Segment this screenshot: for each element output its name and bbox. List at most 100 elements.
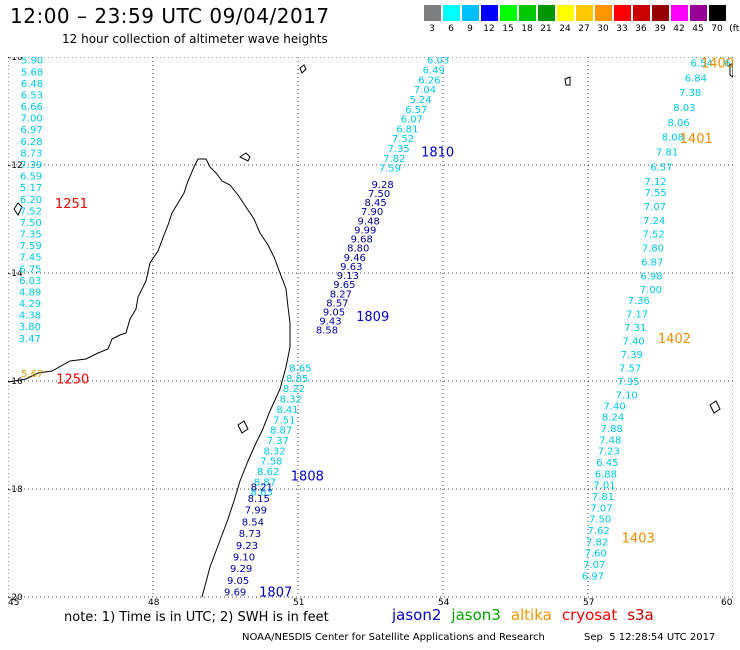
swh-value: 7.60 xyxy=(585,549,607,560)
lat-tick-label: -20 xyxy=(8,593,23,603)
swh-value: 7.55 xyxy=(645,188,667,199)
swh-value: 6.03 xyxy=(19,276,41,287)
swh-value: 6.07 xyxy=(401,115,423,126)
swh-value: 8.06 xyxy=(667,118,689,129)
footer-note: note: 1) Time is in UTC; 2) SWH is in fe… xyxy=(64,610,329,625)
pass-time-label: 1807 xyxy=(259,586,292,601)
lat-tick-label: -14 xyxy=(8,269,23,279)
swh-value: 9.69 xyxy=(224,588,246,599)
swh-value: 9.23 xyxy=(236,541,258,552)
swh-value: 7.17 xyxy=(626,310,648,321)
swh-value: 9.65 xyxy=(333,280,355,291)
swh-value: 6.03 xyxy=(427,57,449,67)
swh-value: 6.97 xyxy=(20,125,42,136)
swh-value: 8.85 xyxy=(286,374,308,385)
swh-value: 9.05 xyxy=(227,576,249,587)
swh-value: 7.39 xyxy=(20,160,42,171)
swh-value: 7.24 xyxy=(643,216,665,227)
swh-value: 6.48 xyxy=(21,79,43,90)
swh-value: 8.87 xyxy=(254,477,276,488)
scale-label: 24 xyxy=(559,24,571,34)
swh-value: 8.15 xyxy=(248,494,270,505)
swh-value: 7.50 xyxy=(589,515,611,526)
swh-value: 8.21 xyxy=(251,482,273,493)
swh-value: 8.73 xyxy=(20,148,42,159)
pass-time-label: 1403 xyxy=(622,532,655,547)
swh-value: 6.57 xyxy=(650,162,672,173)
scale-label: 12 xyxy=(483,24,495,34)
swh-value: 8.58 xyxy=(316,326,338,337)
swh-value: 5.90 xyxy=(21,57,43,67)
pass-time-label: 1402 xyxy=(658,332,691,347)
swh-value: 9.43 xyxy=(319,317,341,328)
swh-value: 7.35 xyxy=(387,144,409,155)
scale-label: 27 xyxy=(578,24,590,34)
swh-value: 9.13 xyxy=(337,271,359,282)
swh-value: 6 xyxy=(724,58,730,69)
lat-tick-label: -12 xyxy=(8,161,23,171)
scale-swatch xyxy=(443,5,460,21)
scale-swatch xyxy=(538,5,555,21)
swh-value: 7.80 xyxy=(642,244,664,255)
swh-value: 4.29 xyxy=(19,299,41,310)
swh-value: 8.22 xyxy=(283,384,305,395)
scale-label: 39 xyxy=(654,24,666,34)
swh-value: 4.89 xyxy=(19,287,41,298)
swh-value: 7.50 xyxy=(20,218,42,229)
swh-value: 7.00 xyxy=(21,114,43,125)
swh-value: 8.65 xyxy=(289,364,311,375)
scale-swatch xyxy=(424,5,441,21)
swh-value: 6.97 xyxy=(582,571,604,582)
scale-swatch xyxy=(671,5,688,21)
swh-value: 7.50 xyxy=(368,189,390,200)
satellite-legend-item: altika xyxy=(510,606,552,624)
satellite-legend-item: jason2 xyxy=(392,606,442,624)
swh-value: 8.63 xyxy=(251,488,273,499)
swh-value: 7.88 xyxy=(601,424,623,435)
swh-value: 7.52 xyxy=(642,230,664,241)
lon-tick-label: 48 xyxy=(148,598,160,605)
map-title: 12:00 – 23:59 UTC 09/04/2017 xyxy=(10,4,330,28)
swh-value: 8.87 xyxy=(270,426,292,437)
scale-label: 42 xyxy=(673,24,685,34)
swh-value: 9.48 xyxy=(358,216,380,227)
swh-value: 7.82 xyxy=(383,154,405,165)
swh-value: 8.80 xyxy=(347,244,369,255)
satellite-legend-item: s3a xyxy=(627,606,654,624)
scale-label: 6 xyxy=(448,24,454,34)
swh-value: 7.38 xyxy=(679,88,701,99)
scale-swatch xyxy=(519,5,536,21)
swh-value: 8.32 xyxy=(264,446,286,457)
swh-value: 3.47 xyxy=(19,334,41,345)
swh-value: 7.37 xyxy=(267,436,289,447)
lat-lon-grid xyxy=(8,57,733,598)
scale-swatch xyxy=(614,5,631,21)
swh-value: 7.81 xyxy=(656,148,678,159)
swh-value: 5.68 xyxy=(21,67,43,78)
swh-value: 7.04 xyxy=(414,85,436,96)
swh-value: 9.46 xyxy=(344,253,366,264)
swh-value: 5.17 xyxy=(20,183,42,194)
satellite-legend-item: cryosat xyxy=(561,606,618,624)
swh-value: 6.20 xyxy=(20,195,42,206)
swh-value: 8.24 xyxy=(602,413,624,424)
pass-time-label: 1400 xyxy=(701,57,733,71)
swh-value: 7.59 xyxy=(19,241,41,252)
swh-value: 9.68 xyxy=(351,235,373,246)
map-subtitle: 12 hour collection of altimeter wave hei… xyxy=(62,32,328,46)
swh-value: 7.90 xyxy=(361,207,383,218)
swh-value: 7.36 xyxy=(628,296,650,307)
swh-value: 9.99 xyxy=(354,225,376,236)
swh-value: 6.84 xyxy=(685,73,707,84)
swh-value: 3.80 xyxy=(19,322,41,333)
scale-swatch xyxy=(500,5,517,21)
scale-label: 9 xyxy=(467,24,473,34)
swh-value: 8.27 xyxy=(330,289,352,300)
scale-swatch xyxy=(633,5,650,21)
swh-value: 6.26 xyxy=(418,75,440,86)
swh-value: 6.88 xyxy=(595,469,617,480)
scale-label: 33 xyxy=(616,24,628,34)
scale-label: 15 xyxy=(502,24,514,34)
lon-tick-label: 57 xyxy=(583,598,594,605)
scale-swatch xyxy=(576,5,593,21)
